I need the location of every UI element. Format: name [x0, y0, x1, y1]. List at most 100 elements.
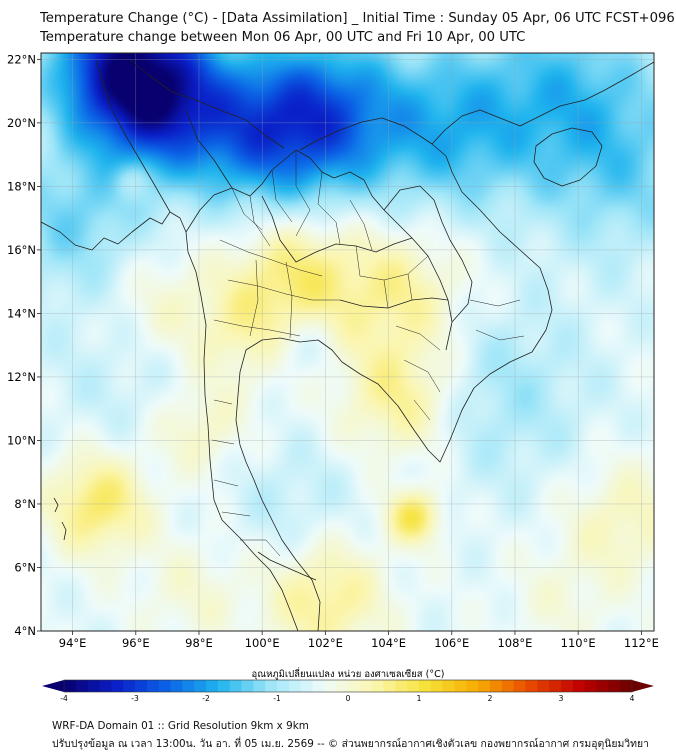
colorbar-tick-label: -4 [60, 694, 68, 703]
y-tick-label: 10°N [7, 433, 36, 447]
x-tick-label: 112°E [624, 636, 659, 650]
x-tick-label: 96°E [122, 636, 150, 650]
border-laos-vietnam [383, 185, 473, 323]
colorbar-tick-label: -3 [131, 694, 139, 703]
colorbar-cell [64, 680, 77, 692]
border-china-north [129, 59, 433, 151]
colorbar-cell [99, 680, 112, 692]
x-tick-label: 98°E [185, 636, 213, 650]
colorbar-cell [217, 680, 231, 692]
x-tick-label: 104°E [371, 636, 406, 650]
x-tick-label: 102°E [308, 636, 343, 650]
hainan-island [533, 127, 603, 187]
colorbar-cell [206, 680, 219, 692]
colorbar-cell [596, 680, 609, 692]
colorbar-cell [75, 680, 89, 692]
colorbar-cell [513, 680, 526, 692]
colorbar-cell [383, 680, 396, 692]
colorbar-cell [430, 680, 444, 692]
colorbar-cell [194, 680, 207, 692]
colorbar-cell [300, 680, 313, 692]
colorbar-label: อุณหภูมิเปลี่ยนแปลง หน่วย องศาเซลเซียส (… [252, 667, 445, 680]
islands-andaman [53, 497, 67, 541]
colorbar-tick-label: 2 [488, 694, 493, 703]
latitude-axis: 22°N 20°N 18°N 16°N 14°N 12°N 10°N 8°N 6°N 4°N [7, 52, 41, 638]
colorbar-cell [288, 680, 302, 692]
colorbar-cell [336, 680, 349, 692]
colorbar-cell [87, 680, 100, 692]
colorbar-cell [608, 680, 621, 692]
y-tick-label: 18°N [7, 179, 36, 193]
coastline-mainland [41, 211, 299, 631]
colorbar-cell [146, 680, 160, 692]
x-tick-label: 106°E [434, 636, 469, 650]
colorbar-cell [454, 680, 467, 692]
colorbar-cell [371, 680, 384, 692]
map-title: Temperature Change (°C) - [Data Assimila… [40, 11, 675, 26]
footer-credit: ปรับปรุงข้อมูล ณ เวลา 13:00น. วัน อา. ที… [52, 738, 649, 750]
x-tick-label: 108°E [497, 636, 532, 650]
y-tick-label: 20°N [7, 116, 36, 130]
y-tick-label: 4°N [14, 624, 36, 638]
colorbar-cell [572, 680, 586, 692]
colorbar-tick-label: 3 [559, 694, 564, 703]
colorbar-cell [253, 680, 266, 692]
colorbar-cell [229, 680, 242, 692]
footer-model-info: WRF-DA Domain 01 :: Grid Resolution 9km … [52, 720, 309, 732]
colorbar-cell [466, 680, 479, 692]
colorbar-cell [419, 680, 432, 692]
colorbar-cell [501, 680, 515, 692]
colorbar-cell [620, 680, 633, 692]
colorbar-tick-label: -2 [202, 694, 210, 703]
border-thailand-cambodia [339, 297, 453, 351]
x-tick-label: 110°E [561, 636, 596, 650]
border-thailand-malaysia [257, 551, 317, 581]
colorbar-cell [312, 680, 325, 692]
temperature-field [41, 53, 654, 631]
y-tick-label: 6°N [14, 560, 36, 574]
colorbar-cell [277, 680, 290, 692]
y-tick-label: 12°N [7, 370, 36, 384]
colorbar-cell [123, 680, 136, 692]
colorbar-cell [359, 680, 373, 692]
colorbar-cell [537, 680, 550, 692]
provinces-south [211, 399, 281, 557]
x-tick-label: 94°E [59, 636, 87, 650]
colorbar-tick-label: 4 [630, 694, 635, 703]
colorbar-cell [478, 680, 491, 692]
provinces-east [355, 245, 525, 421]
coastline-gulf-of-thailand [235, 61, 654, 631]
colorbar-cell [324, 680, 337, 692]
colorbar-cell [158, 680, 171, 692]
map-frame [40, 52, 655, 632]
colorbar-tick-label: -1 [273, 694, 281, 703]
colorbar-cell [182, 680, 195, 692]
colorbar-cell [241, 680, 254, 692]
colorbar-tick-label: 1 [417, 694, 422, 703]
y-tick-label: 14°N [7, 306, 36, 320]
colorbar-tick-label: 0 [346, 694, 351, 703]
border-myanmar-inner [95, 59, 233, 213]
colorbar-cell [395, 680, 408, 692]
graticule [41, 53, 654, 631]
y-tick-label: 16°N [7, 243, 36, 257]
colorbar-cell [549, 680, 562, 692]
colorbar-cell [490, 680, 503, 692]
colorbar-cell [348, 680, 361, 692]
colorbar-cell [442, 680, 455, 692]
colorbar-cell [584, 680, 597, 692]
colorbar-min-extend [42, 680, 64, 692]
x-tick-label: 100°E [245, 636, 280, 650]
colorbar: อุณหภูมิเปลี่ยนแปลง หน่วย องศาเซลเซียส (… [42, 667, 654, 703]
colorbar-cell [525, 680, 538, 692]
colorbar-cell [111, 680, 124, 692]
border-myanmar-thailand [185, 149, 385, 233]
map-subtitle: Temperature change between Mon 06 Apr, 0… [40, 30, 526, 45]
colorbar-cell [265, 680, 278, 692]
colorbar-cell [407, 680, 420, 692]
provinces-north [213, 150, 373, 339]
colorbar-cell [170, 680, 183, 692]
colorbar-cell [561, 680, 574, 692]
y-tick-label: 22°N [7, 52, 36, 66]
